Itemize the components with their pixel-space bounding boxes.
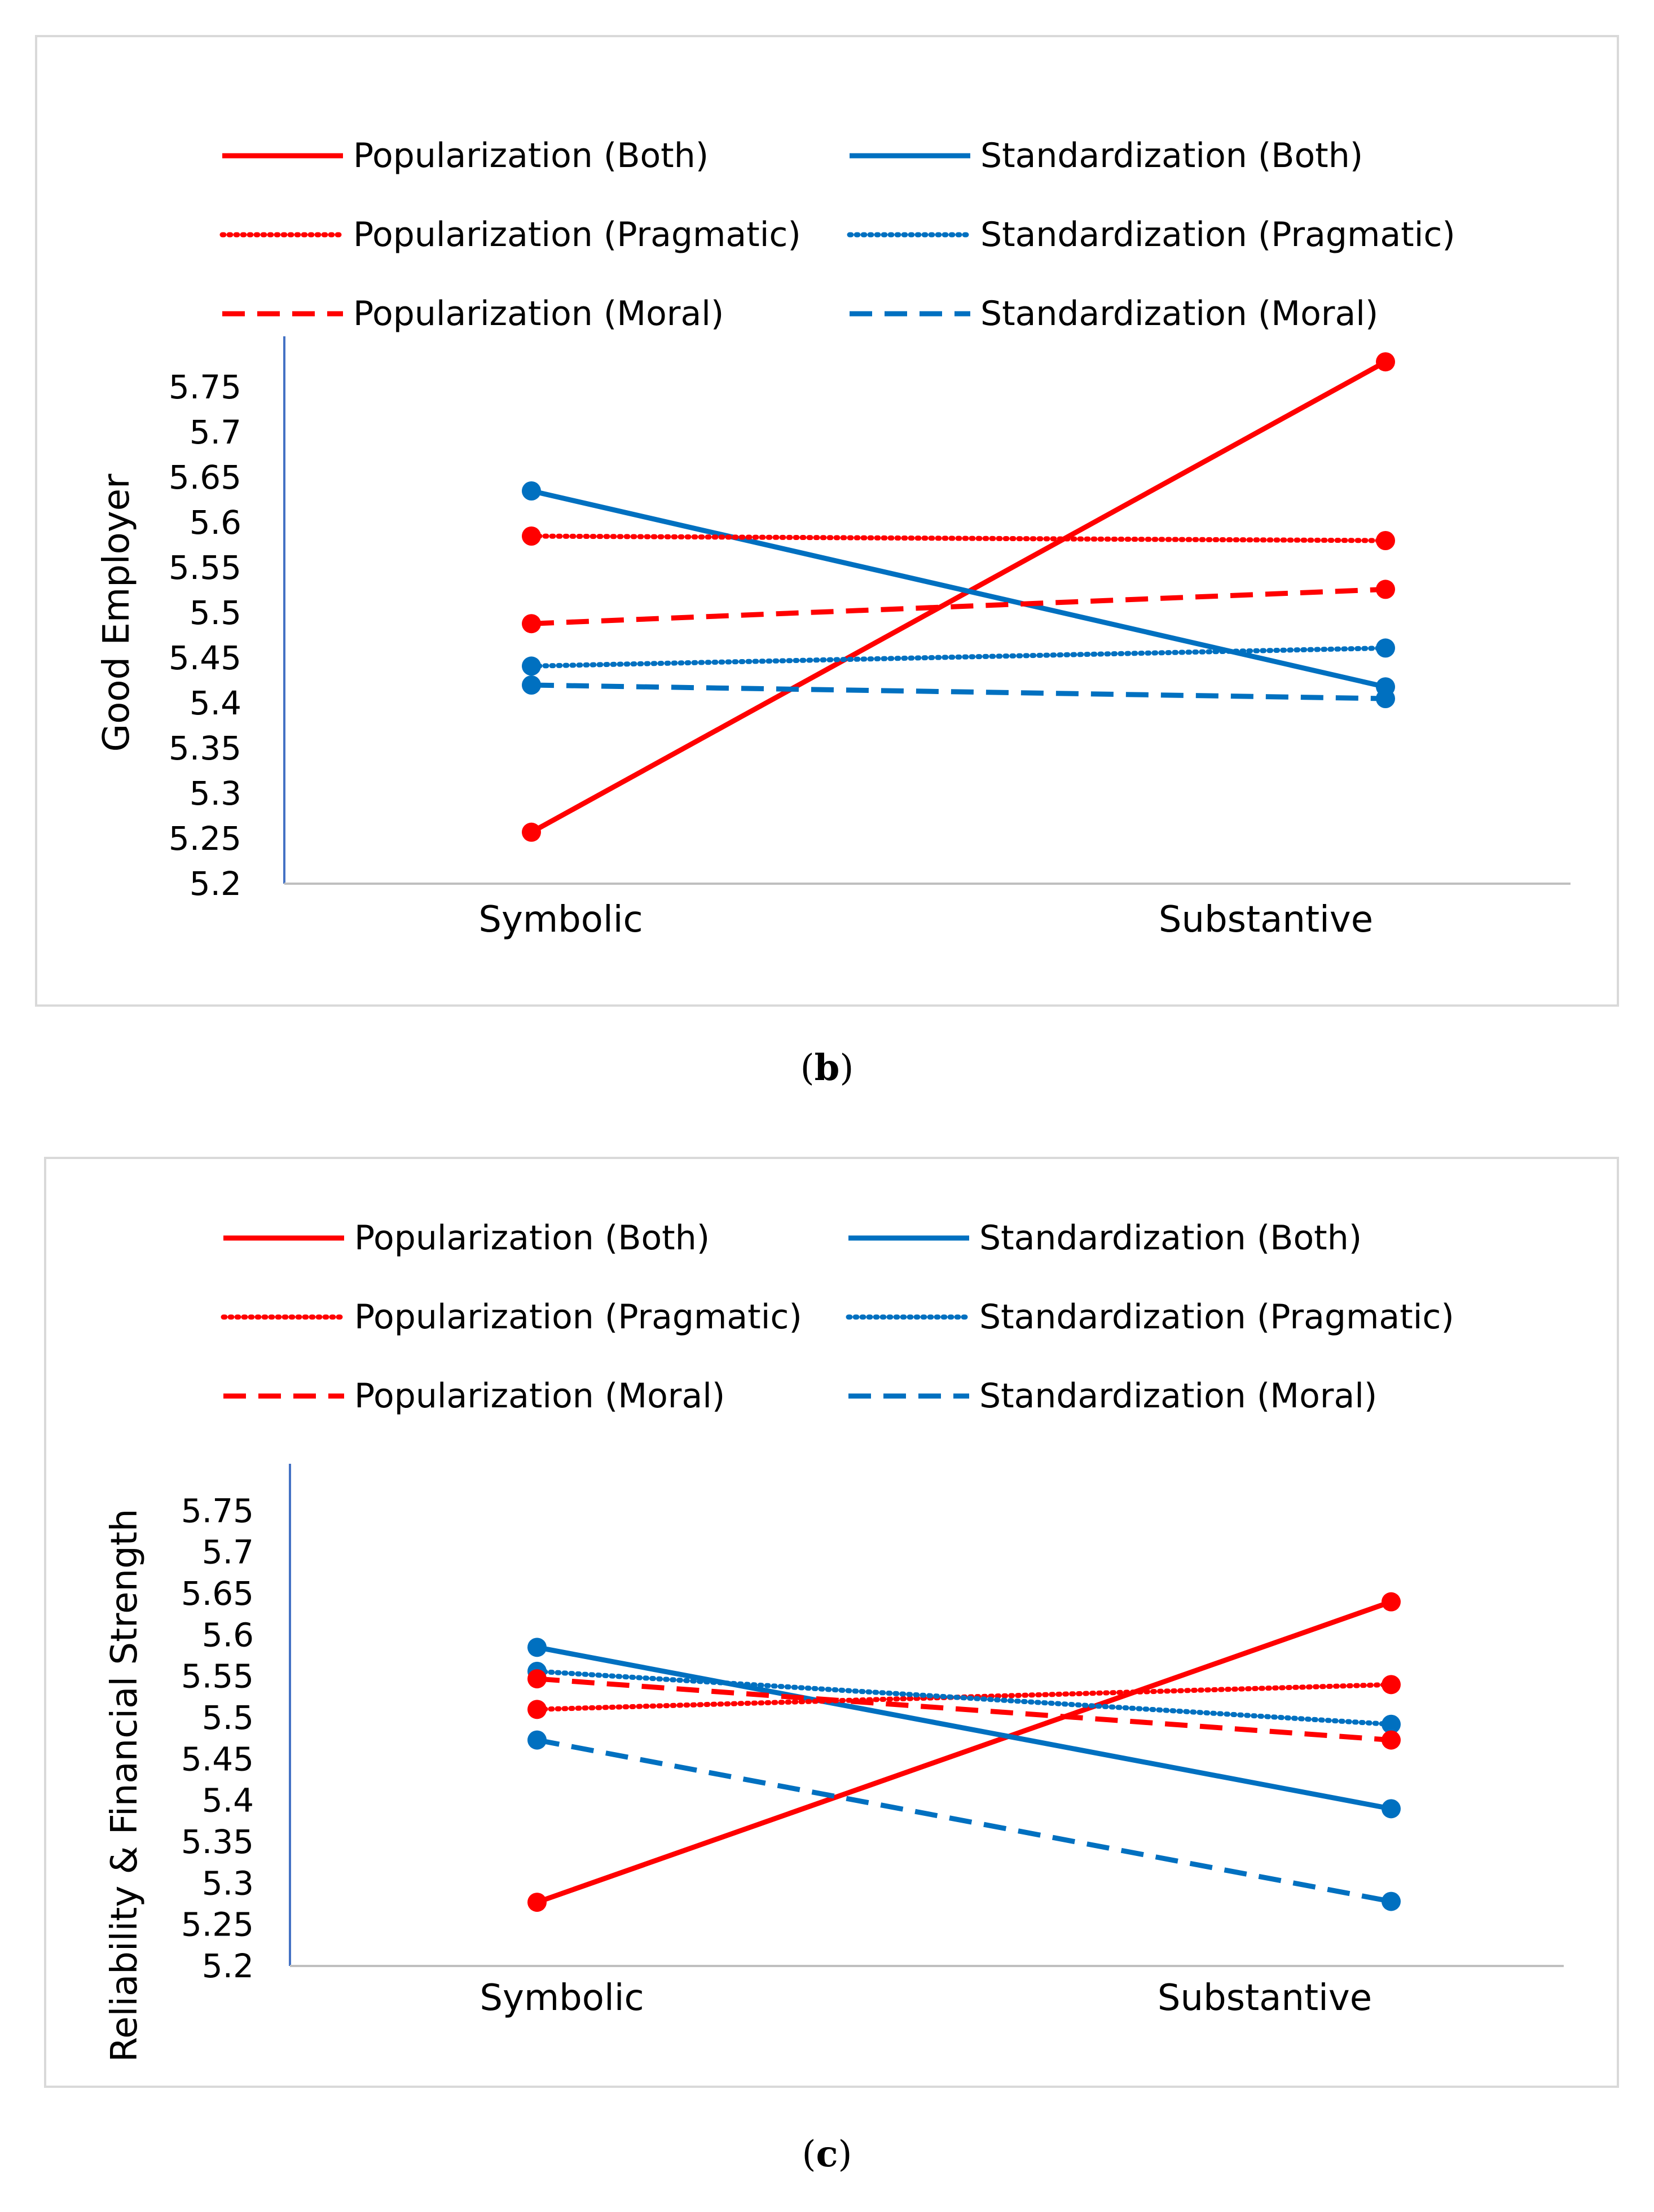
legend-swatch bbox=[850, 153, 970, 159]
series-line-popularization-both bbox=[530, 359, 1387, 835]
y-tick-label: 5.2 bbox=[190, 864, 241, 903]
y-tick-label: 5.3 bbox=[202, 1864, 254, 1902]
legend-label: Popularization (Both) bbox=[354, 1218, 710, 1258]
y-axis-label: Good Employer bbox=[96, 473, 138, 752]
data-point-popularization-pragmatic-substantive bbox=[1382, 1675, 1401, 1695]
y-tick-label: 5.35 bbox=[181, 1823, 254, 1861]
y-tick-label: 5.2 bbox=[202, 1947, 254, 1985]
y-tick-label: 5.7 bbox=[202, 1533, 254, 1572]
data-point-popularization-pragmatic-substantive bbox=[1376, 531, 1395, 550]
caption-letter-b: b bbox=[814, 1047, 840, 1089]
chart-panel-b: 5.2 5.25 5.3 5.35 5.4 5.45 5.5 5.55 5.6 5.65 5.7 5.… bbox=[35, 35, 1619, 1007]
data-point-popularization-both-substantive bbox=[1376, 352, 1395, 372]
data-point-standardization-pragmatic-substantive bbox=[1376, 638, 1395, 658]
legend-swatch bbox=[850, 311, 970, 317]
data-point-popularization-moral-symbolic bbox=[527, 1669, 547, 1689]
legend-swatch bbox=[222, 153, 343, 159]
y-tick-label: 5.6 bbox=[190, 503, 241, 542]
y-axis-label: Reliability & Financial Strength bbox=[104, 1509, 146, 2062]
data-point-popularization-moral-substantive bbox=[1382, 1730, 1401, 1750]
data-point-standardization-both-substantive bbox=[1382, 1799, 1401, 1819]
data-point-standardization-pragmatic-substantive bbox=[1382, 1714, 1401, 1734]
series-line-standardization-pragmatic bbox=[534, 1669, 1394, 1727]
series-line-standardization-both bbox=[530, 488, 1387, 690]
legend-label: Popularization (Moral) bbox=[354, 1376, 725, 1416]
series-line-popularization-moral bbox=[536, 1676, 1392, 1743]
series-line-standardization-moral bbox=[536, 1737, 1392, 1904]
y-tick-label: 5.25 bbox=[181, 1906, 254, 1944]
data-point-standardization-moral-substantive bbox=[1376, 689, 1395, 708]
legend-b: Popularization (Both) Standardization (Bo… bbox=[37, 37, 1617, 1004]
legend-label: Popularization (Both) bbox=[353, 136, 709, 175]
data-point-popularization-both-symbolic bbox=[522, 822, 541, 842]
x-tick-label-symbolic: Symbolic bbox=[478, 899, 643, 941]
legend-swatch bbox=[222, 311, 343, 317]
y-tick-label: 5.3 bbox=[190, 774, 241, 813]
caption-b: (b) bbox=[800, 1047, 854, 1089]
series-line-popularization-pragmatic bbox=[529, 533, 1388, 543]
data-point-popularization-moral-symbolic bbox=[522, 614, 541, 634]
x-tick-label-substantive: Substantive bbox=[1158, 1977, 1372, 2019]
y-tick-label: 5.5 bbox=[202, 1698, 254, 1737]
y-tick-label: 5.65 bbox=[169, 458, 241, 497]
data-point-popularization-moral-substantive bbox=[1376, 580, 1395, 599]
chart-svg-c: 5.25.25 5.35.355.45.455.55.555.65.655.75.… bbox=[104, 1464, 1564, 2062]
chart-panel-c: 5.2 5.25 5.3 5.35 5.4 5.45 5.5 5.55 5.6 5.65 5.7 5.… bbox=[44, 1157, 1619, 2088]
chart-svg-b: 5.2 5.25 5.3 5.35 5.4 5.45 5.5 5.55 5.6 5.65 5.7 5.… bbox=[96, 336, 1571, 941]
legend-label: Standardization (Pragmatic) bbox=[979, 1297, 1454, 1337]
legend-label: Popularization (Moral) bbox=[353, 294, 724, 333]
data-point-standardization-moral-symbolic bbox=[527, 1730, 547, 1750]
y-tick-label: 5.6 bbox=[202, 1616, 254, 1654]
series-line-standardization-moral bbox=[531, 682, 1386, 701]
legend-swatch bbox=[848, 1393, 969, 1399]
legend-swatch bbox=[847, 232, 973, 238]
legend-label: Standardization (Both) bbox=[979, 1218, 1362, 1258]
y-tick-label: 5.5 bbox=[190, 594, 241, 632]
y-tick-label: 5.7 bbox=[190, 413, 241, 451]
y-tick-label: 5.45 bbox=[169, 639, 241, 677]
y-tick-label: 5.45 bbox=[181, 1740, 254, 1778]
data-point-popularization-both-symbolic bbox=[527, 1893, 547, 1912]
data-point-standardization-moral-symbolic bbox=[522, 675, 541, 695]
legend-label: Standardization (Both) bbox=[980, 136, 1363, 175]
y-tick-label: 5.25 bbox=[169, 819, 241, 858]
legend-label: Standardization (Moral) bbox=[980, 294, 1379, 333]
data-point-popularization-pragmatic-symbolic bbox=[522, 526, 541, 546]
legend-swatch bbox=[219, 232, 346, 238]
data-point-standardization-both-symbolic bbox=[527, 1638, 547, 1657]
legend-label: Popularization (Pragmatic) bbox=[354, 1297, 802, 1337]
legend-swatch bbox=[846, 1314, 972, 1320]
caption-letter-c: c bbox=[816, 2133, 838, 2175]
data-point-popularization-both-substantive bbox=[1382, 1592, 1401, 1612]
series-line-standardization-both bbox=[536, 1644, 1392, 1811]
data-point-standardization-moral-substantive bbox=[1382, 1891, 1401, 1911]
y-tick-label: 5.4 bbox=[190, 684, 241, 722]
data-point-popularization-pragmatic-symbolic bbox=[527, 1700, 547, 1719]
y-tick-label: 5.4 bbox=[202, 1781, 254, 1820]
legend-swatch bbox=[848, 1235, 969, 1241]
legend-c: Popularization (Both) Standardization (Bo… bbox=[46, 1159, 1617, 2086]
y-tick-label: 5.35 bbox=[169, 729, 241, 767]
y-tick-label: 5.55 bbox=[169, 548, 241, 587]
legend-swatch bbox=[223, 1393, 344, 1399]
y-tick-label: 5.75 bbox=[169, 368, 241, 406]
data-point-standardization-both-symbolic bbox=[522, 481, 541, 501]
series-line-popularization-moral bbox=[531, 586, 1386, 626]
x-tick-label-symbolic: Symbolic bbox=[480, 1977, 644, 2019]
y-tick-label: 5.55 bbox=[181, 1657, 254, 1696]
series-line-standardization-pragmatic bbox=[529, 645, 1388, 669]
x-tick-label-substantive: Substantive bbox=[1159, 899, 1373, 941]
y-tick-label: 5.65 bbox=[181, 1574, 254, 1613]
legend-label: Popularization (Pragmatic) bbox=[353, 215, 801, 254]
legend-label: Standardization (Moral) bbox=[979, 1376, 1378, 1416]
legend-swatch bbox=[221, 1314, 347, 1320]
legend-label: Standardization (Pragmatic) bbox=[980, 215, 1455, 254]
data-point-standardization-pragmatic-symbolic bbox=[522, 656, 541, 676]
series-line-popularization-both bbox=[536, 1599, 1392, 1905]
caption-c: (c) bbox=[802, 2133, 852, 2175]
y-tick-label: 5.75 bbox=[181, 1491, 254, 1530]
legend-swatch bbox=[223, 1235, 344, 1241]
